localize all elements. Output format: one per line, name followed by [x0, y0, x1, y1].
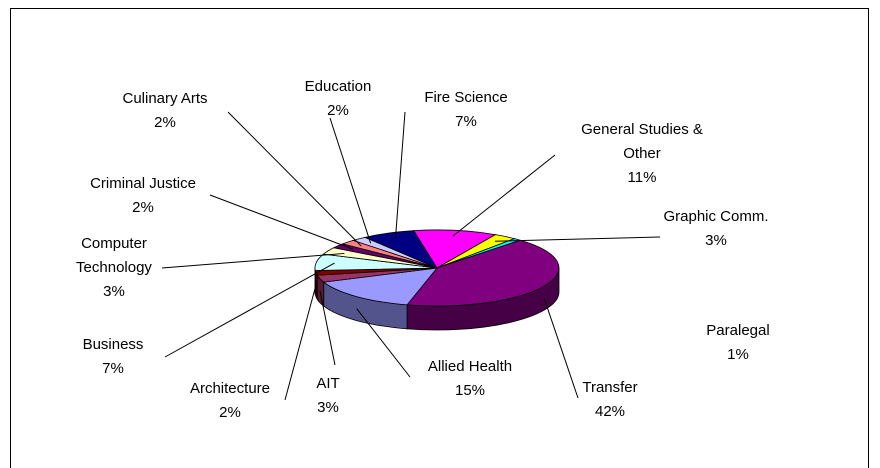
- slice-percent: 2%: [219, 404, 241, 421]
- leader-line: [161, 252, 345, 269]
- slice-name: Business: [82, 336, 144, 353]
- slice-name: Paralegal: [706, 322, 770, 339]
- leader-line: [494, 236, 661, 242]
- slice-label: Architecture 2%: [175, 377, 285, 425]
- leader-line: [394, 111, 406, 239]
- slice-name: Fire Science: [424, 89, 508, 106]
- chart-frame: [10, 8, 869, 468]
- leader-line: [227, 111, 362, 247]
- pie-slice: [406, 239, 560, 307]
- slice-name: General Studies & Other: [581, 121, 703, 162]
- slice-label: Transfer 42%: [560, 376, 660, 424]
- slice-label: General Studies & Other 11%: [572, 118, 712, 190]
- slice-percent: 11%: [627, 169, 657, 186]
- slice-percent: 7%: [102, 360, 124, 377]
- slice-label: Criminal Justice 2%: [73, 172, 213, 220]
- pie-slice: [322, 267, 438, 306]
- slice-label: Culinary Arts 2%: [105, 87, 225, 135]
- pie-slice: [363, 230, 439, 269]
- leader-line: [164, 262, 335, 358]
- slice-name: Computer Technology: [76, 235, 152, 276]
- slice-label: Allied Health 15%: [410, 355, 530, 403]
- slice-label: Education 2%: [288, 75, 388, 123]
- slice-name: Culinary Arts: [122, 90, 208, 107]
- slice-name: Architecture: [189, 380, 271, 397]
- leader-line: [319, 290, 336, 366]
- slice-name: Allied Health: [427, 358, 513, 375]
- slice-label: Paralegal 1%: [688, 319, 788, 367]
- leader-line: [356, 308, 411, 378]
- slice-percent: 15%: [454, 382, 486, 399]
- leader-line: [284, 284, 317, 401]
- slice-percent: 2%: [327, 102, 349, 119]
- slice-label: Business 7%: [63, 333, 163, 381]
- slice-percent: 3%: [317, 399, 339, 416]
- slice-name: Criminal Justice: [90, 175, 196, 192]
- slice-percent: 3%: [103, 283, 125, 300]
- slice-percent: 2%: [154, 114, 176, 131]
- slice-name: Graphic Comm.: [663, 208, 769, 225]
- slice-label: AIT 3%: [298, 372, 358, 420]
- slice-label: Computer Technology 3%: [59, 232, 169, 304]
- slice-percent: 3%: [705, 232, 727, 249]
- slice-percent: 1%: [727, 346, 749, 363]
- slice-name: Transfer: [582, 379, 638, 396]
- slice-percent: 2%: [132, 199, 154, 216]
- leader-line: [543, 298, 579, 399]
- slice-label: Graphic Comm. 3%: [656, 205, 776, 253]
- leader-line: [329, 117, 372, 244]
- slice-percent: 42%: [594, 403, 626, 420]
- slice-label: Fire Science 7%: [406, 86, 526, 134]
- pie-slice: [413, 229, 497, 269]
- slice-percent: 7%: [455, 113, 477, 130]
- leader-line: [209, 194, 354, 250]
- slice-name: AIT: [316, 375, 340, 392]
- leader-line: [452, 154, 556, 237]
- slice-name: Education: [304, 78, 372, 95]
